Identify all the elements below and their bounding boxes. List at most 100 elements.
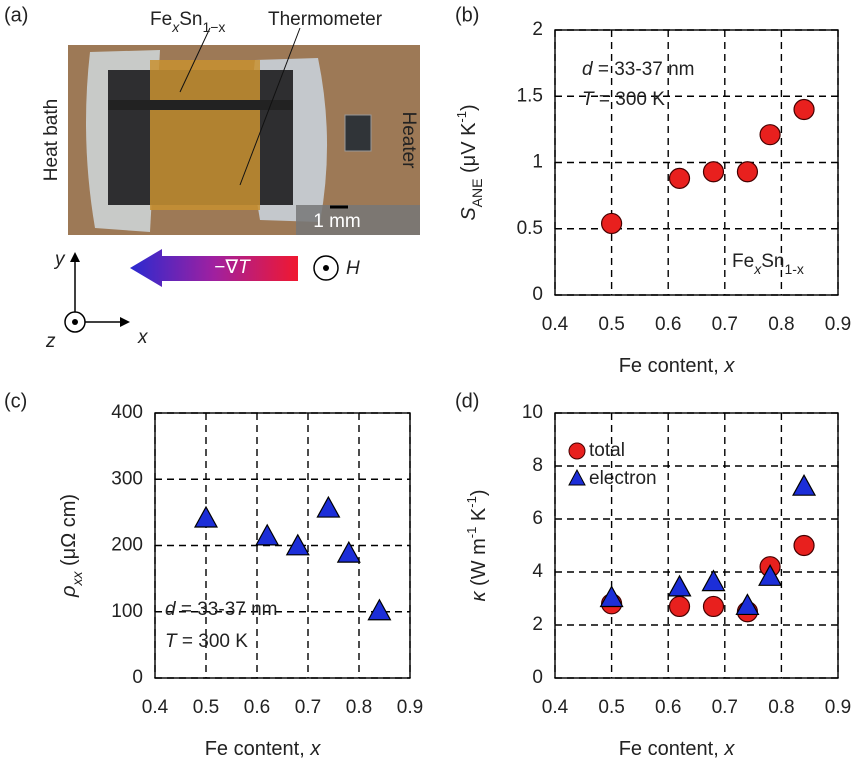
chart: (c)01002003004000.40.50.60.70.80.9Fe con… — [4, 390, 423, 760]
marker — [793, 475, 815, 495]
x-tick-label: 0.8 — [768, 314, 794, 335]
marker — [760, 125, 780, 145]
axis-label: y — [53, 249, 66, 270]
legend-marker — [569, 443, 585, 459]
y-tick-label: 0.5 — [517, 218, 543, 239]
panel-label: (c) — [4, 390, 27, 412]
y-tick-label: 300 — [111, 468, 143, 489]
marker — [703, 596, 723, 616]
annotation: d = 33-37 nm — [582, 59, 695, 80]
text: ) — [458, 104, 480, 111]
y-tick-label: 0 — [532, 284, 543, 305]
x-tick-label: 0.7 — [712, 314, 738, 335]
x-tick-label: 0.5 — [598, 314, 624, 335]
text: S — [458, 207, 480, 221]
text: Fe — [150, 9, 172, 30]
marker — [368, 600, 390, 620]
text: T — [238, 257, 251, 278]
marker — [256, 525, 278, 545]
text: Fe content, — [619, 355, 725, 377]
x-tick-label: 0.9 — [825, 314, 851, 335]
y-tick-label: 2 — [532, 19, 543, 40]
x-tick-label: 0.7 — [295, 697, 321, 718]
text: xx — [69, 571, 85, 587]
field-label: H — [346, 258, 360, 279]
y-axis-label: SANE (μV K-1) — [454, 104, 485, 220]
x-tick-label: 0.8 — [346, 697, 372, 718]
legend-label: total — [589, 440, 625, 461]
text: Fe content, — [619, 738, 725, 760]
marker — [602, 213, 622, 233]
annotation: FexSn1-x — [732, 251, 804, 277]
axis-label: z — [45, 331, 56, 352]
arrow-head — [120, 317, 130, 327]
x-axis-label: Fe content, x — [619, 355, 736, 377]
y-tick-label: 4 — [532, 561, 543, 582]
x-tick-label: 0.6 — [244, 697, 270, 718]
text: -1 — [464, 496, 479, 508]
text: = 300 K — [177, 631, 249, 652]
marker — [669, 576, 691, 596]
marker — [736, 594, 758, 614]
marker — [794, 100, 814, 120]
annotation: T = 300 K — [165, 631, 248, 652]
text: x — [309, 738, 321, 760]
marker — [601, 587, 623, 607]
y-tick-label: 10 — [522, 402, 543, 423]
axis-label: x — [137, 327, 149, 348]
y-axis-label: ρxx (μΩ cm) — [58, 494, 84, 598]
marker — [737, 162, 757, 182]
text: -1 — [454, 111, 469, 123]
legend-marker — [569, 470, 585, 485]
x-tick-label: 0.4 — [142, 697, 169, 718]
heater-label: Heater — [398, 111, 419, 169]
text: x — [723, 355, 735, 377]
x-tick-label: 0.9 — [397, 697, 423, 718]
arrow-head — [70, 252, 80, 262]
y-tick-label: 6 — [532, 508, 543, 529]
marker — [670, 168, 690, 188]
text: = 33-37 nm — [176, 599, 278, 620]
x-tick-label: 0.8 — [768, 697, 794, 718]
marker — [702, 571, 724, 591]
heat-bath-label: Heat bath — [41, 99, 62, 181]
x-axis-label: Fe content, x — [205, 738, 322, 760]
x-tick-label: 0.9 — [825, 697, 851, 718]
marker — [670, 596, 690, 616]
heater-chip — [345, 115, 371, 151]
text: Sn — [179, 9, 202, 30]
sample-label: FexSn1−x — [150, 9, 225, 35]
panel-label: (d) — [455, 390, 479, 412]
x-tick-label: 0.5 — [193, 697, 219, 718]
marker — [195, 507, 217, 527]
text: Fe — [732, 251, 754, 272]
y-tick-label: 2 — [532, 614, 543, 635]
y-tick-label: 1.5 — [517, 85, 543, 106]
legend-label: electron — [589, 468, 657, 489]
x-tick-label: 0.6 — [655, 697, 681, 718]
y-tick-label: 0 — [532, 667, 543, 688]
text: (W m — [468, 538, 490, 591]
x-tick-label: 0.4 — [542, 697, 569, 718]
text: (μV K — [458, 122, 480, 179]
panel-a: (a) 1 mm FexSn1−x Thermometer Heat bath … — [4, 4, 420, 352]
marker — [794, 536, 814, 556]
text: ) — [468, 489, 490, 496]
text: (μΩ cm) — [58, 494, 80, 572]
annotation: T = 300 K — [582, 89, 665, 110]
text: -1 — [464, 527, 479, 539]
scale-label: 1 mm — [313, 211, 361, 232]
panel-label: (b) — [455, 4, 479, 26]
field-dot — [323, 265, 329, 271]
y-tick-label: 100 — [111, 601, 143, 622]
x-axis-label: Fe content, x — [619, 738, 736, 760]
text: ANE — [469, 179, 485, 208]
marker — [703, 162, 723, 182]
text: 1−x — [202, 19, 225, 35]
text: −∇ — [214, 257, 238, 278]
gradient-label: −∇T — [214, 257, 251, 278]
z-axis-dot — [72, 319, 78, 325]
marker — [317, 497, 339, 517]
